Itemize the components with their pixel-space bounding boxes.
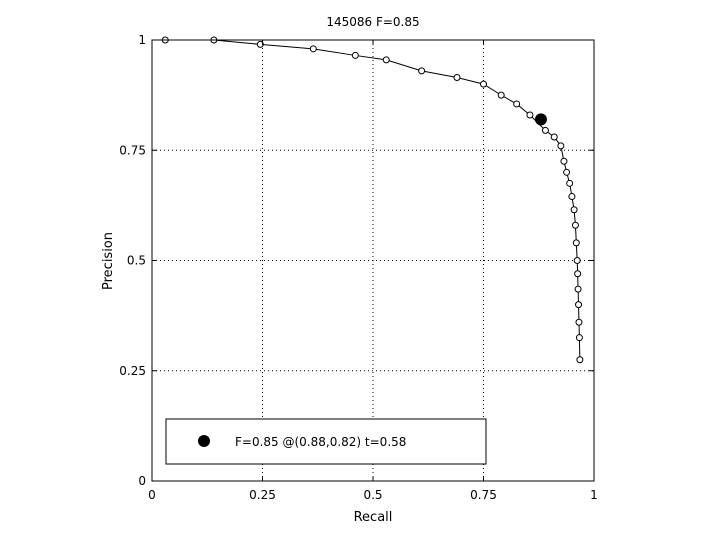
pr-point [513,100,521,108]
pr-point [382,56,390,64]
pr-point [575,301,583,309]
legend-marker-icon [198,435,210,447]
pr-point [256,40,264,48]
legend-box [165,418,487,465]
pr-point [557,142,565,150]
pr-point [575,318,583,326]
y-tick-label: 0.25 [119,364,146,378]
y-tick-label: 0.5 [127,254,146,268]
pr-point [574,270,582,278]
y-tick-label: 1 [138,33,146,47]
pr-point [570,206,578,214]
x-tick-label: 0 [148,488,156,502]
pr-point [541,126,549,134]
x-tick-label: 0.25 [249,488,276,502]
series-layer [161,36,584,364]
pr-point [418,67,426,75]
pr-point [550,133,558,141]
legend-label: F=0.85 @(0.88,0.82) t=0.58 [235,435,406,449]
grid-lines [152,40,594,481]
pr-point [351,51,359,59]
x-tick-label: 0.75 [470,488,497,502]
pr-point [309,45,317,53]
y-tick-label: 0.75 [119,143,146,157]
pr-point [526,111,534,119]
pr-point [566,179,574,187]
chart-title: 145086 F=0.85 [326,15,419,29]
pr-point [576,356,584,364]
x-tick-label: 1 [590,488,598,502]
legend: F=0.85 @(0.88,0.82) t=0.58 [165,418,487,465]
x-tick-label: 0.5 [363,488,382,502]
pr-point [575,334,583,342]
pr-point [563,168,571,176]
x-axis-label: Recall [354,510,393,525]
pr-point [571,221,579,229]
axis-ticks: 0 0.25 0.5 0.75 1 0 0.25 0.5 0.75 1 [119,33,598,502]
pr-point [497,91,505,99]
pr-point [573,257,581,264]
pr-point [574,285,582,293]
pr-point [572,239,580,247]
y-axis-label: Precision [101,232,116,290]
pr-point [568,193,576,201]
pr-point [453,73,461,81]
y-tick-label: 0 [138,474,146,488]
pr-point [560,157,568,165]
pr-point [480,80,487,88]
best-f-point [534,113,547,126]
